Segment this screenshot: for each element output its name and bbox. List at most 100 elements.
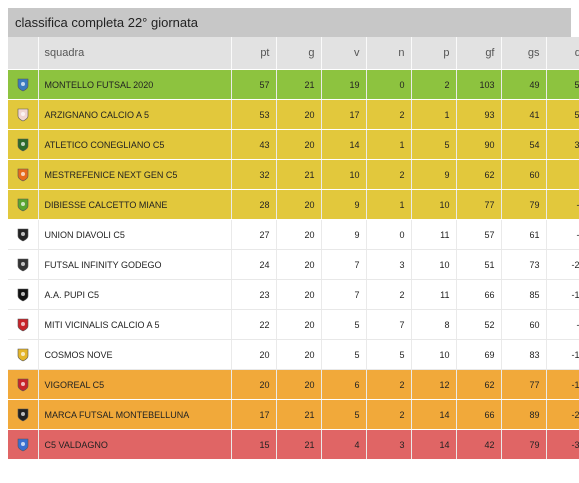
team-name[interactable]: COSMOS NOVE (38, 339, 232, 370)
standings-table: squadra pt g v n p gf gs dr MONTELLO FUT… (8, 37, 579, 460)
stat-gf: 66 (456, 399, 502, 430)
stat-n: 5 (366, 339, 412, 370)
stat-gf: 93 (456, 99, 502, 130)
stat-g: 20 (276, 369, 322, 400)
stat-dr: -4 (546, 219, 579, 250)
stat-dr: 2 (546, 159, 579, 190)
stat-gs: 60 (501, 309, 547, 340)
team-name[interactable]: MARCA FUTSAL MONTEBELLUNA (38, 399, 232, 430)
team-name[interactable]: MITI VICINALIS CALCIO A 5 (38, 309, 232, 340)
stat-gf: 52 (456, 309, 502, 340)
header-squadra[interactable]: squadra (38, 37, 232, 70)
union-diavoli-logo-icon (16, 228, 30, 242)
stat-n: 0 (366, 219, 412, 250)
stat-gs: 41 (501, 99, 547, 130)
team-logo-cell (8, 99, 39, 130)
header-gf[interactable]: gf (456, 37, 502, 70)
stat-gs: 54 (501, 129, 547, 160)
team-logo-cell (8, 189, 39, 220)
stat-g: 20 (276, 99, 322, 130)
stat-n: 2 (366, 99, 412, 130)
team-name[interactable]: ATLETICO CONEGLIANO C5 (38, 129, 232, 160)
team-logo-cell (8, 159, 39, 190)
table-row[interactable]: ARZIGNANO CALCIO A 553201721934152 (8, 99, 579, 130)
stat-p: 12 (411, 369, 457, 400)
table-row[interactable]: MESTREFENICE NEXT GEN C53221102962602 (8, 159, 579, 190)
team-name[interactable]: ARZIGNANO CALCIO A 5 (38, 99, 232, 130)
miti-vicinalis-logo-icon (16, 318, 30, 332)
stat-gs: 73 (501, 249, 547, 280)
team-name[interactable]: UNION DIAVOLI C5 (38, 219, 232, 250)
pupi-logo-icon (16, 288, 30, 302)
stat-gf: 62 (456, 159, 502, 190)
stat-v: 19 (321, 69, 367, 100)
stat-gf: 69 (456, 339, 502, 370)
team-logo-cell (8, 369, 39, 400)
stat-dr: -37 (546, 429, 579, 460)
standings-body: MONTELLO FUTSAL 2020572119021034954ARZIG… (8, 69, 579, 460)
stat-p: 8 (411, 309, 457, 340)
stat-v: 5 (321, 339, 367, 370)
stat-gs: 79 (501, 189, 547, 220)
header-n[interactable]: n (366, 37, 412, 70)
stat-n: 2 (366, 279, 412, 310)
stat-pt: 28 (231, 189, 277, 220)
stat-dr: -19 (546, 279, 579, 310)
header-dr[interactable]: dr (546, 37, 579, 70)
team-logo-cell (8, 69, 39, 100)
stat-dr: -15 (546, 369, 579, 400)
standings-title: classifica completa 22° giornata (8, 8, 571, 37)
stat-gf: 42 (456, 429, 502, 460)
header-pt[interactable]: pt (231, 37, 277, 70)
stat-gf: 77 (456, 189, 502, 220)
stat-gs: 60 (501, 159, 547, 190)
team-name[interactable]: MONTELLO FUTSAL 2020 (38, 69, 232, 100)
montello-logo-icon (16, 78, 30, 92)
team-name[interactable]: VIGOREAL C5 (38, 369, 232, 400)
stat-gf: 62 (456, 369, 502, 400)
team-name[interactable]: MESTREFENICE NEXT GEN C5 (38, 159, 232, 190)
team-logo-cell (8, 219, 39, 250)
dibiesse-logo-icon (16, 198, 30, 212)
stat-dr: -23 (546, 399, 579, 430)
stat-n: 2 (366, 369, 412, 400)
stat-g: 21 (276, 69, 322, 100)
stat-gf: 57 (456, 219, 502, 250)
vigoreal-logo-icon (16, 378, 30, 392)
team-logo-cell (8, 309, 39, 340)
header-v[interactable]: v (321, 37, 367, 70)
stat-v: 5 (321, 309, 367, 340)
team-logo-cell (8, 129, 39, 160)
table-header-row: squadra pt g v n p gf gs dr (8, 37, 579, 70)
standings-panel: classifica completa 22° giornata squadra… (8, 8, 579, 460)
team-name[interactable]: FUTSAL INFINITY GODEGO (38, 249, 232, 280)
stat-p: 10 (411, 339, 457, 370)
table-row[interactable]: MONTELLO FUTSAL 2020572119021034954 (8, 69, 579, 100)
header-g[interactable]: g (276, 37, 322, 70)
stat-gf: 103 (456, 69, 502, 100)
stat-p: 5 (411, 129, 457, 160)
header-p[interactable]: p (411, 37, 457, 70)
table-row[interactable]: ATLETICO CONEGLIANO C543201415905436 (8, 129, 579, 160)
stat-pt: 17 (231, 399, 277, 430)
header-gs[interactable]: gs (501, 37, 547, 70)
stat-n: 2 (366, 159, 412, 190)
team-name[interactable]: C5 VALDAGNO (38, 429, 232, 460)
team-logo-cell (8, 399, 39, 430)
team-logo-cell (8, 339, 39, 370)
team-name[interactable]: DIBIESSE CALCETTO MIANE (38, 189, 232, 220)
stat-g: 20 (276, 249, 322, 280)
team-name[interactable]: A.A. PUPI C5 (38, 279, 232, 310)
stat-dr: -8 (546, 309, 579, 340)
stat-g: 20 (276, 219, 322, 250)
stat-p: 9 (411, 159, 457, 190)
